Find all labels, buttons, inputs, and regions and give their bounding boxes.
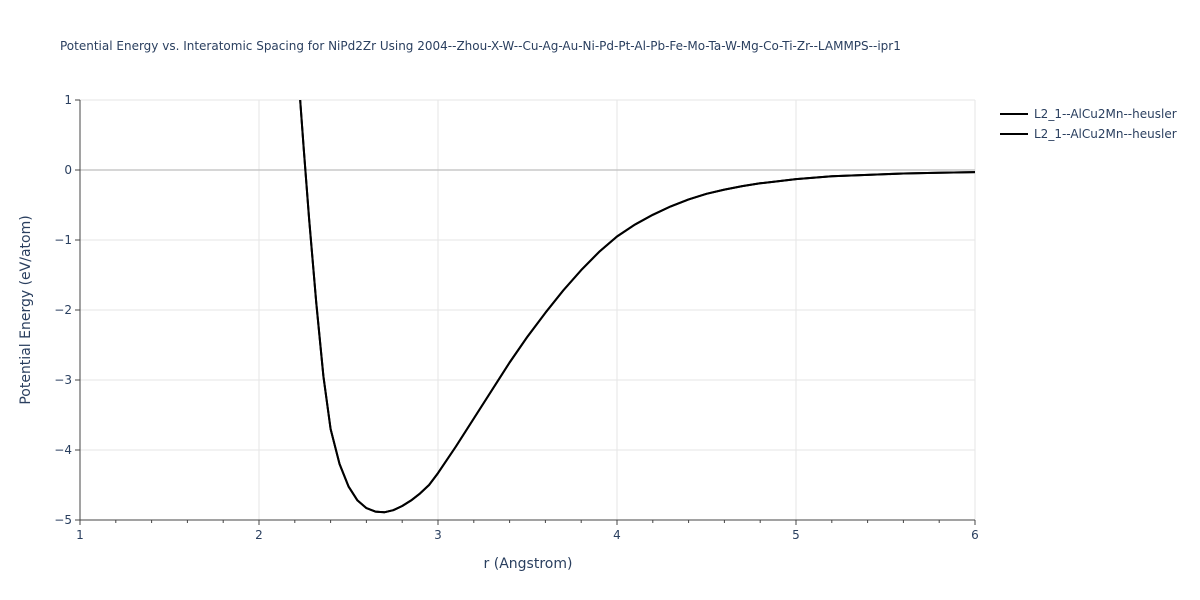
y-tick-label: −4 bbox=[54, 443, 72, 457]
x-tick-label: 3 bbox=[434, 528, 442, 542]
axes: 1 2 3 4 5 6 1 0 −1 −2 −3 −4 −5 bbox=[54, 93, 979, 542]
y-axis-title: Potential Energy (eV/atom) bbox=[18, 215, 34, 404]
y-tick-label: 1 bbox=[64, 93, 72, 107]
legend-label: L2_1--AlCu2Mn--heusler bbox=[1034, 107, 1177, 121]
x-tick-label: 2 bbox=[255, 528, 263, 542]
legend-item-1[interactable]: L2_1--AlCu2Mn--heusler bbox=[1000, 107, 1177, 121]
legend-label: L2_1--AlCu2Mn--heusler bbox=[1034, 127, 1177, 141]
legend[interactable]: L2_1--AlCu2Mn--heusler L2_1--AlCu2Mn--heu… bbox=[1000, 107, 1177, 141]
x-tick-label: 6 bbox=[971, 528, 979, 542]
y-tick-label: −3 bbox=[54, 373, 72, 387]
x-tick-label: 1 bbox=[76, 528, 84, 542]
y-tick-label: −1 bbox=[54, 233, 72, 247]
series-line-2 bbox=[299, 100, 975, 514]
x-tick-label: 5 bbox=[792, 528, 800, 542]
plot-area bbox=[299, 100, 975, 514]
chart-title: Potential Energy vs. Interatomic Spacing… bbox=[60, 39, 901, 53]
x-tick-label: 4 bbox=[613, 528, 621, 542]
y-tick-label: −2 bbox=[54, 303, 72, 317]
y-tick-label: 0 bbox=[64, 163, 72, 177]
x-axis-title: r (Angstrom) bbox=[484, 556, 573, 572]
y-tick-label: −5 bbox=[54, 513, 72, 527]
legend-item-2[interactable]: L2_1--AlCu2Mn--heusler bbox=[1000, 127, 1177, 141]
grid-lines bbox=[80, 99, 976, 520]
